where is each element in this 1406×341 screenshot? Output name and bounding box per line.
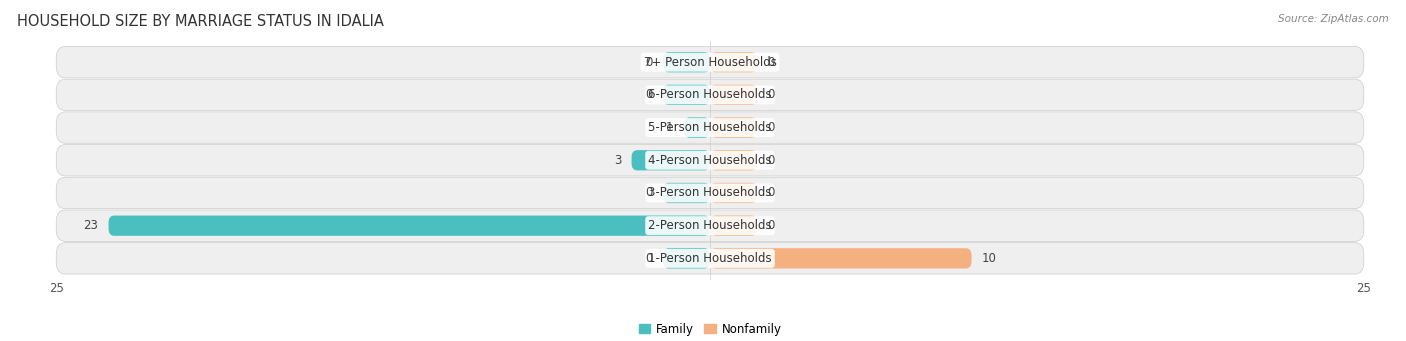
Text: 0: 0 (645, 187, 652, 199)
Text: 0: 0 (645, 252, 652, 265)
FancyBboxPatch shape (710, 85, 756, 105)
Text: 0: 0 (768, 154, 775, 167)
FancyBboxPatch shape (56, 112, 1364, 143)
FancyBboxPatch shape (664, 183, 710, 203)
Text: 0: 0 (645, 56, 652, 69)
FancyBboxPatch shape (56, 177, 1364, 209)
FancyBboxPatch shape (664, 52, 710, 72)
FancyBboxPatch shape (683, 117, 710, 138)
FancyBboxPatch shape (56, 79, 1364, 110)
FancyBboxPatch shape (710, 117, 756, 138)
FancyBboxPatch shape (710, 183, 756, 203)
Text: 2-Person Households: 2-Person Households (648, 219, 772, 232)
Text: 6-Person Households: 6-Person Households (648, 88, 772, 101)
Text: 0: 0 (768, 187, 775, 199)
Text: 7+ Person Households: 7+ Person Households (644, 56, 776, 69)
FancyBboxPatch shape (108, 216, 710, 236)
Text: 0: 0 (645, 88, 652, 101)
Text: 0: 0 (768, 88, 775, 101)
FancyBboxPatch shape (710, 52, 756, 72)
Text: 1: 1 (666, 121, 673, 134)
Text: 0: 0 (768, 121, 775, 134)
Text: 3-Person Households: 3-Person Households (648, 187, 772, 199)
FancyBboxPatch shape (664, 85, 710, 105)
FancyBboxPatch shape (631, 150, 710, 170)
Text: 0: 0 (768, 219, 775, 232)
FancyBboxPatch shape (56, 145, 1364, 176)
Legend: Family, Nonfamily: Family, Nonfamily (634, 318, 786, 341)
Text: Source: ZipAtlas.com: Source: ZipAtlas.com (1278, 14, 1389, 24)
FancyBboxPatch shape (664, 248, 710, 268)
Text: 23: 23 (83, 219, 98, 232)
Text: 0: 0 (768, 56, 775, 69)
Text: 10: 10 (981, 252, 997, 265)
FancyBboxPatch shape (56, 243, 1364, 274)
FancyBboxPatch shape (710, 150, 756, 170)
FancyBboxPatch shape (710, 248, 972, 268)
FancyBboxPatch shape (710, 216, 756, 236)
FancyBboxPatch shape (56, 46, 1364, 78)
Text: 4-Person Households: 4-Person Households (648, 154, 772, 167)
Text: 3: 3 (614, 154, 621, 167)
Text: 5-Person Households: 5-Person Households (648, 121, 772, 134)
FancyBboxPatch shape (56, 210, 1364, 241)
Text: HOUSEHOLD SIZE BY MARRIAGE STATUS IN IDALIA: HOUSEHOLD SIZE BY MARRIAGE STATUS IN IDA… (17, 14, 384, 29)
Text: 1-Person Households: 1-Person Households (648, 252, 772, 265)
